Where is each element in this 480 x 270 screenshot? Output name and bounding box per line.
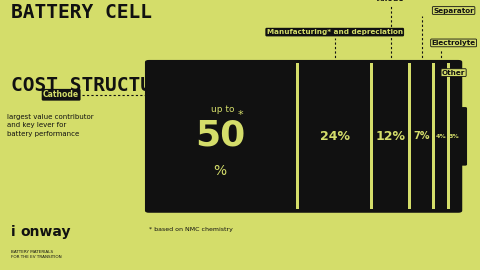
Text: COST STRUCTURE: COST STRUCTURE [11,76,175,94]
Text: Manufacturing* and depreciation: Manufacturing* and depreciation [267,29,403,35]
Text: Separator: Separator [433,8,474,14]
Text: 4%: 4% [435,134,446,139]
Text: 50: 50 [195,118,245,152]
Text: *: * [238,110,244,120]
Text: * based on NMC chemistry: * based on NMC chemistry [149,227,233,232]
Text: Other: Other [442,70,465,76]
Bar [296,63,300,209]
Bar [408,63,411,209]
Text: largest value contributor
and key lever for
battery performance: largest value contributor and key lever … [7,114,94,137]
Bar [432,63,435,209]
Text: Anode: Anode [377,0,405,3]
Text: 12%: 12% [376,130,406,143]
Text: %: % [214,164,227,178]
FancyBboxPatch shape [145,60,462,213]
Text: BATTERY CELL: BATTERY CELL [11,3,152,22]
Text: 3%: 3% [449,134,459,139]
Text: 24%: 24% [320,130,350,143]
Text: Cathode: Cathode [43,90,79,99]
FancyBboxPatch shape [457,107,467,166]
Text: up to: up to [211,105,234,114]
Text: BATTERY MATERIALS
FOR THE EV TRANSITION: BATTERY MATERIALS FOR THE EV TRANSITION [11,250,61,259]
Bar [370,63,373,209]
Text: Electrolyte: Electrolyte [432,40,476,46]
Text: i: i [11,225,15,239]
Bar [447,63,450,209]
Text: 7%: 7% [413,131,430,141]
Text: onway: onway [20,225,71,239]
